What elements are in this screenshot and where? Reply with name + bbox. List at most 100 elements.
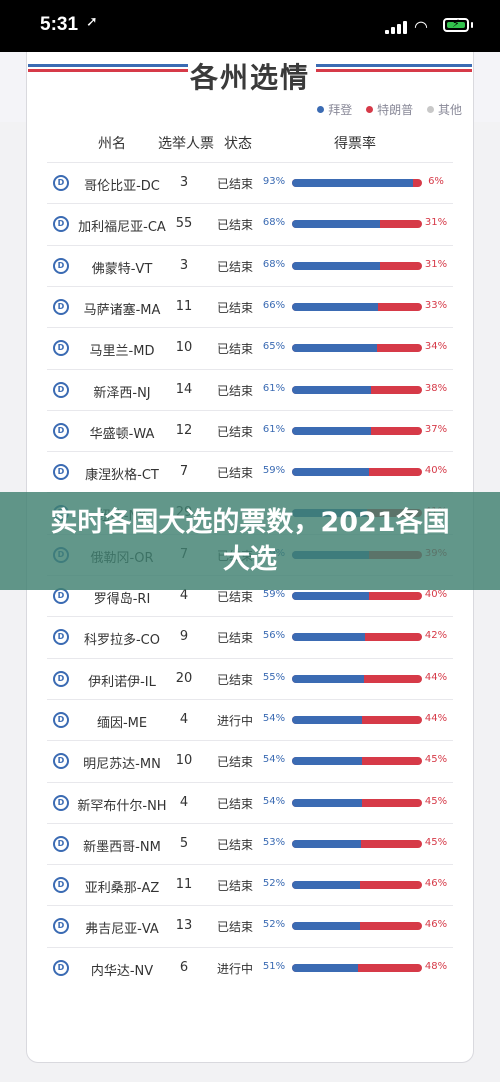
table-row[interactable]: D 科罗拉多-CO 9 已结束 56% 42% [47, 616, 453, 658]
vote-share-bar-biden [292, 715, 363, 724]
democrat-party-icon: D [53, 257, 69, 274]
vote-share-bar [292, 179, 422, 187]
table-row[interactable]: D 新泽西-NJ 14 已结束 61% 38% [47, 368, 453, 411]
count-status: 已结束 [216, 590, 253, 604]
count-status: 已结束 [216, 837, 253, 852]
legend: 拜登 特朗普 其他 [307, 101, 462, 118]
electoral-votes: 10 [175, 340, 193, 356]
biden-percent: 53% [262, 836, 286, 848]
vote-share-bar-biden [292, 674, 364, 683]
trump-percent: 48% [424, 960, 448, 972]
table-row[interactable]: D 新墨西哥-NM 5 已结束 53% 45% [47, 822, 453, 865]
vote-share-bar-biden [292, 963, 359, 972]
count-status: 已结束 [216, 755, 253, 770]
count-status: 已结束 [216, 177, 253, 191]
biden-percent: 59% [262, 465, 286, 477]
table-row[interactable]: D 内华达-NV 6 进行中 51% 48% [47, 946, 453, 989]
state-name: 缅因-ME [96, 715, 148, 731]
table-row[interactable]: D 华盛顿-WA 12 已结束 61% 37% [47, 409, 453, 452]
electoral-votes: 4 [179, 588, 189, 603]
biden-percent: 65% [262, 341, 286, 353]
trump-percent: 45% [424, 836, 448, 848]
vote-share-bar-biden [292, 261, 381, 270]
electoral-votes: 3 [179, 175, 189, 190]
legend-item-trump: 特朗普 [366, 103, 413, 117]
democrat-party-icon: D [53, 794, 69, 811]
table-row[interactable]: D 加利福尼亚-CA 55 已结束 68% 31% [47, 203, 453, 245]
state-name: 华盛顿-WA [89, 426, 155, 442]
wifi-icon: ◠ [414, 17, 428, 36]
table-row[interactable]: D 哥伦比亚-DC 3 已结束 93% 6% [47, 162, 453, 204]
democrat-party-icon: D [53, 464, 69, 481]
democrat-party-icon: D [53, 340, 69, 357]
vote-share-bar-biden [292, 385, 372, 394]
table-row[interactable]: D 明尼苏达-MN 10 已结束 54% 45% [47, 740, 453, 782]
biden-percent: 54% [262, 712, 286, 724]
vote-share-bar-biden [292, 220, 381, 229]
battery-charging-icon: ⚡ [443, 17, 469, 32]
biden-percent: 51% [262, 960, 286, 972]
state-name: 弗吉尼亚-VA [85, 922, 159, 938]
electoral-votes: 12 [175, 422, 193, 438]
democrat-party-icon: D [53, 918, 69, 935]
state-name: 加利福尼亚-CA [78, 220, 166, 236]
biden-percent: 68% [262, 217, 286, 229]
trump-percent: 31% [424, 258, 448, 270]
table-row[interactable]: D 马萨诸塞-MA 11 已结束 66% 33% [47, 285, 453, 328]
biden-percent: 93% [262, 176, 286, 187]
vote-share-bar [292, 674, 422, 683]
vote-share-bar [292, 468, 422, 477]
table-row[interactable]: D 缅因-ME 4 进行中 54% 44% [47, 698, 453, 741]
democrat-party-icon: D [53, 175, 69, 191]
biden-percent: 61% [262, 382, 286, 394]
table-row[interactable]: D 马里兰-MD 10 已结束 65% 34% [47, 327, 453, 369]
trump-percent: 45% [424, 795, 448, 807]
count-status: 进行中 [216, 713, 253, 728]
state-name: 马萨诸塞-MA [83, 302, 161, 318]
electoral-votes: 6 [179, 959, 189, 975]
biden-percent: 52% [262, 878, 286, 890]
biden-percent: 56% [262, 630, 286, 642]
trump-percent: 34% [424, 341, 448, 353]
count-status: 已结束 [216, 631, 253, 646]
state-name: 罗得岛-RI [93, 592, 151, 607]
vote-share-bar [292, 302, 422, 311]
table-row[interactable]: D 弗吉尼亚-VA 13 已结束 52% 46% [47, 905, 453, 947]
vote-share-bar-biden [292, 592, 369, 600]
vote-share-bar [292, 385, 422, 394]
status-time: 5:31 [40, 14, 79, 35]
vote-share-bar [292, 922, 422, 931]
column-header-state: 州名 [98, 136, 126, 152]
vote-share-bar [292, 963, 422, 972]
trump-percent: 37% [424, 423, 448, 435]
electoral-votes: 10 [175, 753, 193, 769]
vote-share-bar-biden [292, 633, 365, 642]
state-name: 新罕布什尔-NH [77, 798, 167, 814]
table-row[interactable]: D 佛蒙特-VT 3 已结束 68% 31% [47, 244, 453, 287]
table-row[interactable]: D 伊利诺伊-IL 20 已结束 55% 44% [47, 657, 453, 700]
vote-share-bar [292, 715, 422, 724]
trump-percent: 40% [424, 465, 448, 477]
vote-share-bar-biden [292, 798, 363, 807]
democrat-party-icon: D [53, 381, 69, 398]
state-name: 明尼苏达-MN [83, 757, 161, 773]
electoral-votes: 13 [175, 918, 193, 934]
electoral-votes: 7 [179, 464, 189, 480]
count-status: 已结束 [216, 672, 253, 687]
electoral-votes: 4 [179, 794, 189, 810]
vote-share-bar [292, 592, 422, 600]
table-row[interactable]: D 新罕布什尔-NH 4 已结束 54% 45% [47, 781, 453, 824]
vote-share-bar [292, 633, 422, 642]
column-header-status: 状态 [224, 136, 252, 152]
democrat-party-icon: D [53, 216, 69, 233]
legend-item-biden: 拜登 [317, 103, 352, 117]
democrat-party-icon: D [53, 877, 69, 894]
table-row[interactable]: D 康涅狄格-CT 7 已结束 59% 40% [47, 451, 453, 493]
state-name: 康涅狄格-CT [85, 468, 159, 484]
table-row[interactable]: D 亚利桑那-AZ 11 已结束 52% 46% [47, 864, 453, 906]
biden-percent: 59% [262, 589, 286, 600]
biden-percent: 54% [262, 754, 286, 766]
democrat-party-icon: D [53, 629, 69, 646]
trump-percent: 44% [424, 712, 448, 724]
column-header-vote-share: 得票率 [334, 136, 376, 152]
